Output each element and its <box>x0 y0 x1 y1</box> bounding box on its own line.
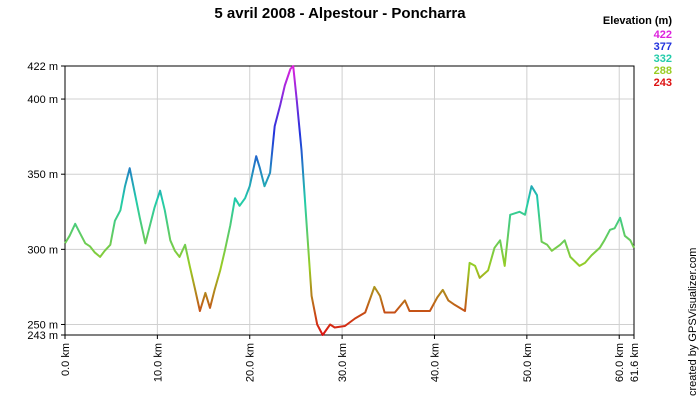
x-tick-label: 60.0 km <box>614 343 626 382</box>
legend-entry: 288 <box>654 65 672 77</box>
plot-area <box>65 66 634 335</box>
x-tick-label: 10.0 km <box>152 343 164 382</box>
credit: created by GPSVisualizer.com <box>687 248 699 396</box>
x-tick-label: 50.0 km <box>522 343 534 382</box>
y-tick-label: 350 m <box>27 169 58 181</box>
x-tick-label: 30.0 km <box>337 343 349 382</box>
elevation-line <box>64 65 635 336</box>
x-tick-label: 40.0 km <box>429 343 441 382</box>
legend-entry: 422 <box>654 29 672 41</box>
x-tick-label: 0.0 km <box>60 343 72 376</box>
legend-title: Elevation (m) <box>603 15 672 27</box>
y-tick-label: 422 m <box>27 61 58 73</box>
chart-title: 5 avril 2008 - Alpestour - Poncharra <box>214 5 466 22</box>
y-tick-label: 300 m <box>27 244 58 256</box>
x-tick-label: 61.6 km <box>629 343 641 382</box>
legend-entry: 243 <box>654 77 672 89</box>
legend-entry: 377 <box>654 41 672 53</box>
y-tick-label: 250 m <box>27 319 58 331</box>
legend-entry: 332 <box>654 53 672 65</box>
y-tick-label: 400 m <box>27 94 58 106</box>
y-tick-label: 243 m <box>27 330 58 342</box>
x-tick-label: 20.0 km <box>245 343 257 382</box>
plot-border <box>64 65 635 336</box>
